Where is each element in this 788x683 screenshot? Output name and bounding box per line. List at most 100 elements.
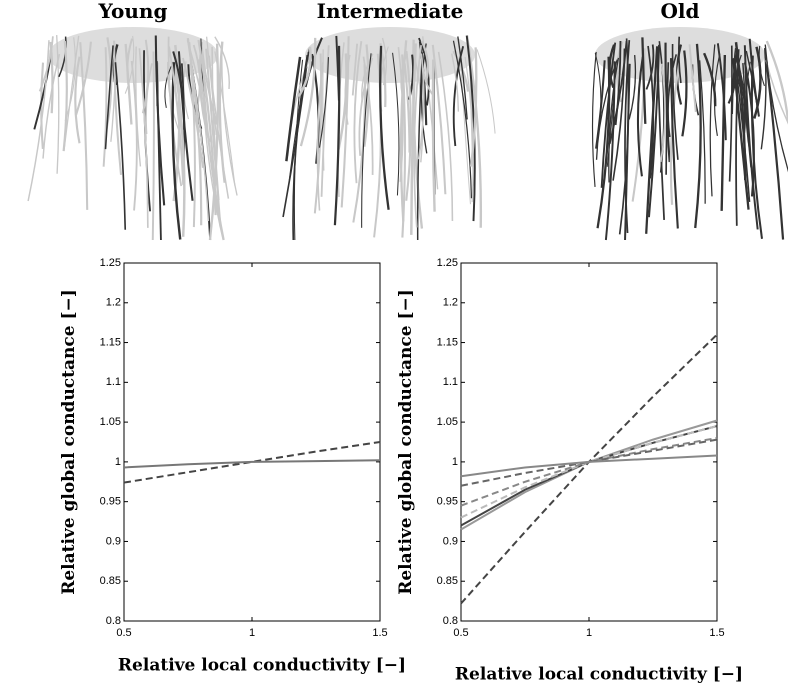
root bbox=[420, 40, 430, 83]
x-tick-label: 1.5 bbox=[372, 627, 387, 639]
root bbox=[64, 37, 76, 122]
root bbox=[765, 60, 785, 240]
y-tick-label: 0.85 bbox=[100, 575, 121, 587]
root bbox=[197, 59, 209, 133]
root bbox=[734, 42, 747, 181]
root bbox=[688, 44, 697, 113]
root-crown bbox=[305, 27, 475, 83]
root bbox=[417, 53, 425, 160]
root bbox=[765, 40, 788, 123]
root bbox=[608, 57, 620, 183]
y-tick-label: 1.1 bbox=[106, 376, 121, 388]
root bbox=[659, 63, 666, 163]
root bbox=[464, 56, 474, 203]
root bbox=[353, 41, 363, 184]
y-tick-label: 1.2 bbox=[106, 297, 121, 309]
root bbox=[733, 48, 739, 91]
root bbox=[604, 61, 616, 241]
plot-area bbox=[460, 262, 718, 622]
root bbox=[141, 39, 150, 114]
x-tick-label: 0.5 bbox=[453, 627, 468, 639]
root bbox=[38, 36, 54, 92]
y-axis-label: Relative global conductance [−] bbox=[396, 289, 416, 595]
root bbox=[292, 54, 309, 241]
plot-area bbox=[123, 262, 381, 622]
root bbox=[320, 45, 330, 197]
root bbox=[167, 61, 180, 130]
root bbox=[457, 36, 468, 120]
root bbox=[753, 46, 762, 119]
root bbox=[648, 44, 661, 218]
y-tick-label: 0.9 bbox=[443, 535, 458, 547]
root bbox=[624, 63, 631, 241]
root bbox=[403, 63, 411, 153]
root bbox=[297, 46, 312, 98]
root bbox=[299, 37, 317, 147]
root bbox=[600, 42, 617, 188]
root bbox=[591, 51, 597, 187]
x-tick-label: 1 bbox=[586, 627, 592, 639]
root-images bbox=[27, 27, 788, 241]
y-tick-label: 1.1 bbox=[443, 376, 458, 388]
root bbox=[138, 48, 149, 228]
root bbox=[699, 60, 706, 204]
root bbox=[735, 49, 740, 226]
y-tick-label: 1.05 bbox=[100, 416, 121, 428]
root bbox=[405, 50, 412, 201]
root bbox=[628, 55, 637, 120]
root bbox=[361, 53, 372, 228]
root bbox=[596, 56, 611, 229]
root bbox=[79, 42, 89, 210]
root bbox=[459, 55, 471, 205]
y-tick-label: 1.25 bbox=[437, 257, 458, 269]
root bbox=[413, 45, 422, 228]
root bbox=[595, 59, 618, 160]
root bbox=[113, 40, 123, 175]
data-line bbox=[460, 425, 718, 519]
root bbox=[379, 45, 390, 210]
root bbox=[154, 35, 166, 206]
root bbox=[214, 36, 230, 90]
panel-label: Young bbox=[98, 0, 168, 23]
root bbox=[186, 39, 202, 91]
root bbox=[124, 43, 133, 125]
root bbox=[205, 48, 222, 227]
y-tick-label: 0.9 bbox=[106, 535, 121, 547]
root bbox=[760, 47, 767, 150]
root bbox=[340, 36, 350, 208]
y-tick-label: 1.25 bbox=[100, 257, 121, 269]
root bbox=[42, 53, 61, 159]
y-tick-label: 0.8 bbox=[443, 615, 458, 627]
root bbox=[208, 43, 220, 241]
x-axis-label: Relative local conductivity [−] bbox=[455, 665, 743, 683]
panel-label: Intermediate bbox=[317, 0, 464, 23]
root bbox=[205, 36, 217, 136]
root bbox=[381, 37, 387, 86]
root bbox=[104, 45, 114, 150]
y-tick-label: 0.95 bbox=[437, 496, 458, 508]
root bbox=[171, 62, 182, 240]
y-tick-label: 1.15 bbox=[437, 336, 458, 348]
y-tick-label: 1 bbox=[452, 456, 458, 468]
root bbox=[189, 59, 210, 222]
x-tick-label: 0.5 bbox=[116, 627, 131, 639]
root bbox=[678, 36, 682, 84]
root bbox=[102, 47, 108, 167]
root bbox=[416, 52, 424, 241]
root bbox=[451, 53, 460, 112]
root bbox=[681, 50, 688, 137]
root bbox=[437, 51, 454, 222]
root bbox=[333, 45, 341, 226]
root bbox=[431, 59, 436, 212]
root bbox=[49, 41, 54, 114]
root bbox=[316, 62, 324, 211]
y-tick-label: 0.8 bbox=[106, 615, 121, 627]
y-tick-label: 1.05 bbox=[437, 416, 458, 428]
root bbox=[469, 47, 478, 167]
root bbox=[27, 40, 50, 202]
y-tick-label: 1 bbox=[115, 456, 121, 468]
root bbox=[476, 49, 496, 134]
root bbox=[595, 60, 606, 149]
y-tick-label: 1.2 bbox=[443, 297, 458, 309]
root bbox=[713, 53, 721, 136]
